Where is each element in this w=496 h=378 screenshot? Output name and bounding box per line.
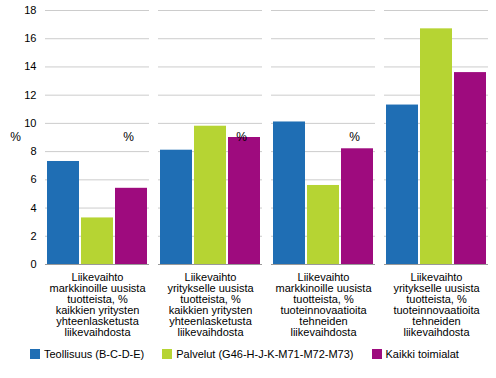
svg-text:%: %: [236, 130, 247, 144]
svg-text:4: 4: [30, 202, 36, 214]
svg-text:16: 16: [24, 32, 36, 44]
svg-text:Liikevaihtoyritykselle uusista: Liikevaihtoyritykselle uusistatuotteista…: [167, 271, 254, 338]
svg-text:6: 6: [30, 173, 36, 185]
html-text:Teollisuus (B-C-D-E): Teollisuus (B-C-D-E): [44, 348, 145, 360]
svg-text:8: 8: [30, 145, 36, 157]
svg-text:10: 10: [24, 117, 36, 129]
svg-text:2: 2: [30, 230, 36, 242]
html-text:Kaikki toimialat: Kaikki toimialat: [385, 348, 459, 360]
svg-text:0: 0: [30, 258, 36, 270]
svg-text:Liikevaihtomarkkinoille uusist: Liikevaihtomarkkinoille uusistatuotteist…: [276, 271, 373, 338]
svg-text:Liikevaihtoyritykselle uusista: Liikevaihtoyritykselle uusistatuotteista…: [393, 271, 480, 338]
html-text:Palvelut (G46-H-J-K-M71-M72-M7: Palvelut (G46-H-J-K-M71-M72-M73): [176, 348, 354, 360]
svg-text:%: %: [123, 130, 134, 144]
svg-text:18: 18: [24, 4, 36, 16]
svg-text:Liikevaihtomarkkinoille uusist: Liikevaihtomarkkinoille uusistatuotteist…: [50, 271, 147, 338]
svg-text:%: %: [10, 130, 21, 144]
svg-text:%: %: [349, 130, 360, 144]
svg-text:14: 14: [24, 60, 36, 72]
svg-text:12: 12: [24, 89, 36, 101]
